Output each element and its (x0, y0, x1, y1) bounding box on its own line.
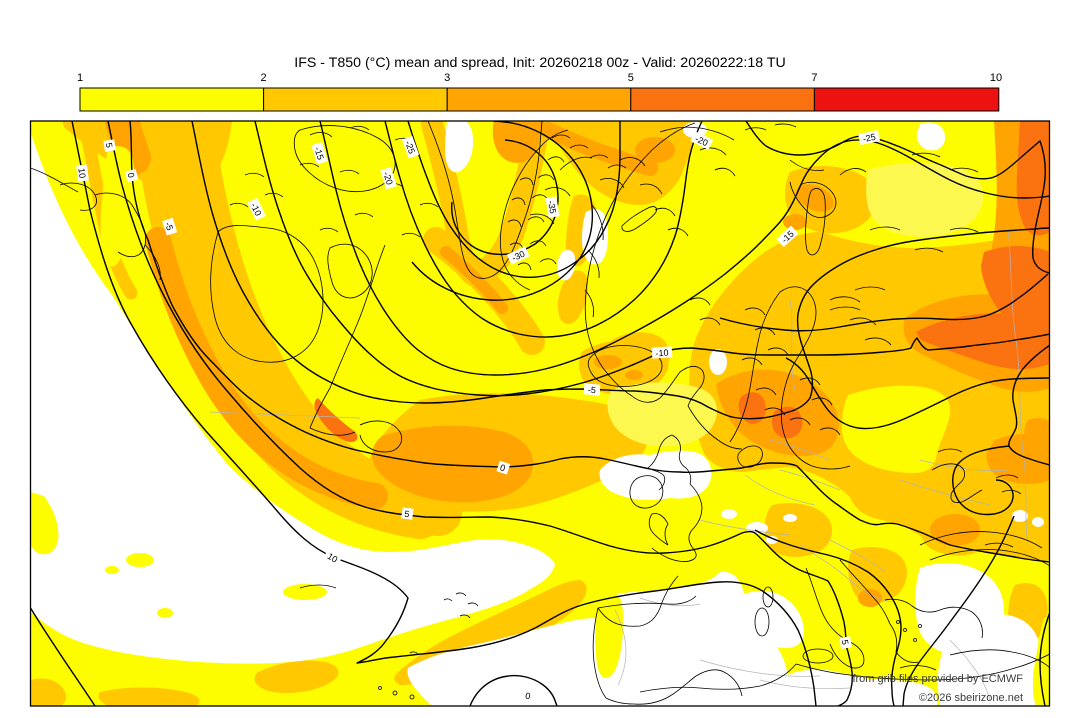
svg-text:-25: -25 (403, 140, 417, 156)
svg-text:0: 0 (126, 172, 137, 179)
svg-text:2: 2 (261, 72, 267, 84)
svg-text:5: 5 (840, 639, 851, 646)
svg-text:5: 5 (404, 509, 410, 520)
svg-text:-25: -25 (862, 132, 877, 144)
svg-text:-5: -5 (163, 221, 175, 232)
svg-text:0: 0 (524, 691, 531, 702)
svg-text:10: 10 (326, 551, 340, 565)
svg-text:10: 10 (76, 168, 87, 179)
svg-text:1: 1 (77, 72, 83, 84)
svg-text:-30: -30 (510, 249, 526, 264)
svg-text:10: 10 (990, 72, 1002, 84)
svg-text:IFS - T850 (°C) mean and sprea: IFS - T850 (°C) mean and spread, Init: 2… (294, 55, 786, 71)
svg-text:5: 5 (628, 72, 634, 84)
svg-text:from grib files provided by EC: from grib files provided by ECMWF (852, 673, 1023, 685)
svg-text:-20: -20 (381, 171, 395, 186)
svg-text:3: 3 (444, 72, 450, 84)
svg-text:-35: -35 (546, 200, 558, 215)
svg-text:5: 5 (104, 142, 115, 149)
svg-text:7: 7 (811, 72, 817, 84)
svg-text:-20: -20 (694, 134, 710, 149)
svg-text:-10: -10 (655, 348, 669, 359)
svg-text:-15: -15 (312, 146, 325, 161)
svg-text:-5: -5 (587, 385, 596, 396)
svg-text:0: 0 (499, 462, 507, 473)
svg-text:©2026 sbeirizone.net: ©2026 sbeirizone.net (919, 692, 1023, 704)
